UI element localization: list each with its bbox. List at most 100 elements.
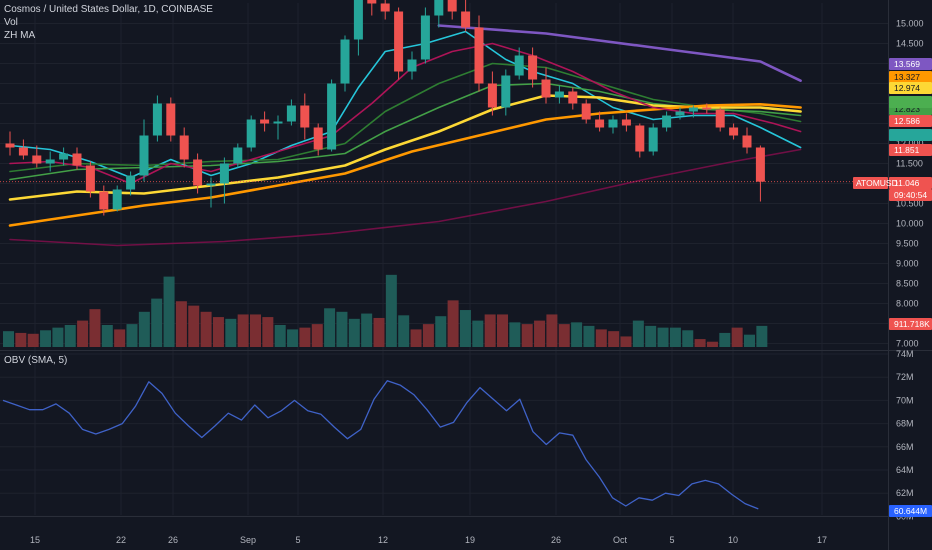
candle-body <box>568 91 578 104</box>
price-badge: 60.644M <box>889 505 932 517</box>
volume-bar <box>126 324 138 347</box>
price-tick-label: 9.000 <box>896 259 919 269</box>
volume-bar <box>250 314 261 347</box>
price-tick-label: 7.000 <box>896 339 919 349</box>
ma-lime-badge <box>889 96 932 108</box>
time-tick-label: 26 <box>168 535 178 545</box>
candle-body <box>514 55 524 76</box>
obv-tick-label: 64M <box>896 465 914 475</box>
candle-body <box>554 91 564 98</box>
price-badge: 13.327 <box>889 71 932 83</box>
obv-tick-label: 66M <box>896 442 914 452</box>
volume-bar <box>410 329 422 347</box>
volume-bar <box>731 327 743 347</box>
candles <box>5 0 765 216</box>
candle-body <box>487 83 497 108</box>
candle-body <box>595 119 605 128</box>
candle-body <box>353 0 363 40</box>
time-tick-label: 12 <box>378 535 388 545</box>
obv-line <box>2 380 759 510</box>
candle-body <box>18 147 28 156</box>
time-tick-label: 17 <box>817 535 827 545</box>
candle-body <box>367 0 377 4</box>
volume-bar <box>163 276 175 347</box>
price-badge-bg <box>889 115 932 127</box>
volume-bar <box>52 327 64 347</box>
time-tick-label: 26 <box>551 535 561 545</box>
price-badge: 11.046 <box>889 177 932 189</box>
price-badge-bg <box>889 505 932 517</box>
candle-body <box>273 121 283 124</box>
symbol-badge-bg <box>853 177 888 189</box>
volume-bar <box>373 317 385 347</box>
obv-tick-label: 70M <box>896 395 914 405</box>
price-tick-label: 10.500 <box>896 199 924 209</box>
volume-bar <box>682 330 694 347</box>
candle-body <box>474 27 484 84</box>
ma-line-ma_cyan <box>9 30 802 179</box>
ma-legend: ZH MA <box>4 30 36 41</box>
time-tick-label: Oct <box>613 535 628 545</box>
candle-body <box>139 135 149 176</box>
ma-line-ma_orange <box>8 103 802 227</box>
candle-body <box>434 0 444 16</box>
time-tick-label: Sep <box>240 535 256 545</box>
moving-averages <box>8 24 802 247</box>
volume-bar <box>101 325 113 347</box>
volume-bar <box>27 333 39 347</box>
candle-body <box>179 135 189 160</box>
candle-body <box>206 183 216 186</box>
candle-body <box>755 147 765 182</box>
volume-bar <box>472 320 484 347</box>
price-badge-bg <box>889 144 932 156</box>
candle-body <box>528 55 538 80</box>
volume-bar <box>521 324 533 347</box>
candle-body <box>501 75 511 108</box>
price-badge-label: 911.718K <box>894 319 930 329</box>
price-tick-label: 14.500 <box>896 39 924 49</box>
time-tick-label: 10 <box>728 535 738 545</box>
volume-bar <box>274 325 286 347</box>
ma-line-ma_lime <box>9 62 802 173</box>
volume-bar <box>89 309 101 347</box>
candle-body <box>688 107 698 112</box>
candle-body <box>715 109 725 128</box>
price-badge-bg <box>889 58 932 70</box>
volume-bar <box>138 311 150 347</box>
volume-bar <box>114 329 126 347</box>
symbol-badge-label: ATOMUSD <box>856 178 898 188</box>
candle-body <box>380 3 390 12</box>
volume-bar <box>620 336 632 347</box>
volume-bar <box>385 274 397 347</box>
volume-bar <box>188 305 200 347</box>
volume-bars <box>3 274 768 347</box>
candle-body <box>126 175 136 190</box>
candle-body <box>313 127 323 150</box>
candle-body <box>59 153 69 160</box>
time-tick-label: 19 <box>465 535 475 545</box>
candle-body <box>233 147 243 164</box>
candle-body <box>394 11 404 72</box>
price-badge: 911.718K <box>889 318 932 330</box>
volume-bar <box>447 300 459 347</box>
volume-bar <box>719 332 731 347</box>
volume-bar <box>657 327 669 347</box>
candle-body <box>152 103 162 136</box>
obv-tick-label: 72M <box>896 372 914 382</box>
volume-bar <box>546 314 558 347</box>
price-badge-label: 12.823 <box>894 104 920 114</box>
candle-body <box>461 11 471 28</box>
candle-body <box>407 59 417 72</box>
volume-bar <box>435 316 447 347</box>
price-tick-label: 12.000 <box>896 139 924 149</box>
volume-bar <box>40 330 52 347</box>
candle-body <box>5 143 15 148</box>
volume-bar <box>398 315 410 347</box>
symbol-badge: ATOMUSD <box>853 177 898 189</box>
price-badge: 12.974 <box>889 82 932 94</box>
candle-body <box>675 111 685 116</box>
candle-body <box>85 165 95 192</box>
candle-body <box>729 127 739 136</box>
candle-body <box>662 115 672 128</box>
